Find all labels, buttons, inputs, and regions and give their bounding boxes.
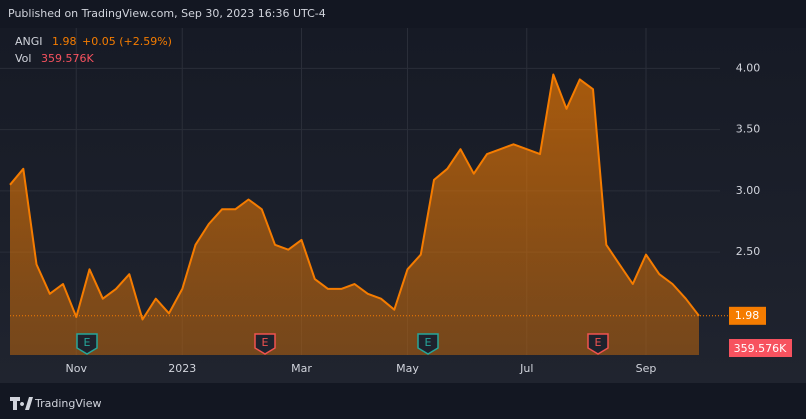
volume-label: Vol: [15, 52, 31, 65]
x-tick-label: Nov: [66, 362, 88, 375]
legend-price: 1.98: [52, 35, 77, 48]
y-tick-label: 3.00: [736, 184, 761, 197]
legend-change: +0.05 (+2.59%): [82, 35, 172, 48]
earnings-badge: [254, 333, 276, 355]
earnings-label: E: [595, 336, 602, 349]
volume-box-label: 359.576K: [734, 342, 787, 355]
earnings-badge: [587, 333, 609, 355]
volume-box: [729, 339, 792, 357]
earnings-label: E: [262, 336, 269, 349]
plot: 2.50 3.00 3.50 4.00 Nov 2023 Mar May Jul Sep E E E E: [0, 28, 760, 375]
brand-name: TradingView: [34, 397, 101, 410]
last-price-box: [729, 306, 766, 325]
x-tick-label: Sep: [636, 362, 657, 375]
y-tick-label: 4.00: [736, 61, 761, 74]
y-tick-label: 2.50: [736, 245, 761, 258]
earnings-badge: [417, 333, 439, 355]
last-price-label: 1.98: [735, 309, 760, 322]
earnings-badge: [76, 333, 98, 355]
x-tick-label: Mar: [291, 362, 312, 375]
earnings-label: E: [425, 336, 432, 349]
area-fill: [10, 74, 699, 355]
symbol: ANGI: [15, 35, 43, 48]
brand-logo: [10, 397, 33, 410]
logo-icon: [10, 397, 33, 410]
x-tick-label: May: [396, 362, 419, 375]
y-tick-label: 3.50: [736, 123, 761, 136]
chart-title: Published on TradingView.com, Sep 30, 20…: [8, 7, 326, 20]
x-tick-label: 2023: [168, 362, 196, 375]
x-tick-label: Jul: [519, 362, 533, 375]
earnings-label: E: [84, 336, 91, 349]
price-line: [9, 73, 700, 321]
legend-volume: 359.576K: [41, 52, 94, 65]
